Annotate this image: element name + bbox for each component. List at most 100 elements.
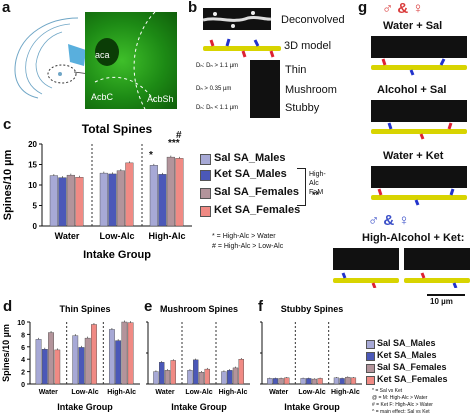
bar — [116, 170, 125, 227]
footnote-hash: # = High-Alc > Low-Alc — [212, 243, 284, 250]
chart-e-mushroom-spines: Mushroom Spines Water Low-Alc High-Alc Intak… — [142, 300, 252, 414]
legend-swatch-sal-females — [200, 188, 211, 199]
row-label-3d-model: 3D model — [284, 40, 332, 52]
x-axis-label: Intake Group — [171, 402, 227, 412]
legend-label-sal-males: Sal SA_Males — [214, 152, 286, 164]
region-label-aca: aca — [95, 50, 110, 60]
criterion-mushroom: Dₕ > 0.35 µm — [196, 86, 232, 92]
small-swatch-sal-males — [366, 340, 375, 349]
alcohol-sal-deconvolved — [371, 100, 467, 122]
legend-small: Sal SA_Males Ket SA_Males Sal SA_Females… — [366, 338, 474, 415]
small-label-sal-males: Sal SA_Males — [377, 338, 436, 348]
bar — [115, 340, 122, 385]
category-label: Water — [55, 231, 80, 241]
bar — [272, 378, 279, 385]
bar — [121, 321, 128, 385]
bar — [158, 174, 167, 227]
panel-label-e: e — [144, 298, 153, 315]
bar — [164, 370, 171, 385]
bar — [221, 371, 227, 385]
x-axis-label: Intake Group — [284, 402, 340, 412]
bar — [187, 370, 193, 385]
bar — [127, 322, 134, 385]
bar — [78, 347, 85, 385]
panel-label-c: c — [3, 116, 12, 133]
bar — [41, 349, 48, 385]
category-label: Water — [269, 389, 288, 396]
bar — [125, 162, 134, 227]
chart-title: Mushroom Spines — [160, 304, 238, 314]
stat-hash-c: # — [176, 130, 182, 141]
category-label: Low-Alc — [298, 389, 325, 396]
y-tick-label: 4 — [21, 357, 25, 364]
category-label: Low-Alc — [71, 389, 98, 396]
bar — [166, 156, 175, 227]
bar — [300, 378, 306, 385]
bar — [317, 378, 323, 385]
small-swatch-sal-females — [366, 364, 375, 373]
bar — [66, 174, 75, 227]
bar — [170, 360, 176, 385]
bar — [48, 332, 54, 385]
high-alc-ket-female-deconvolved — [404, 248, 470, 270]
category-label: High-Alc — [107, 389, 136, 396]
y-tick-label: 2 — [21, 370, 25, 377]
y-tick-label: 15 — [28, 161, 37, 170]
fluorescence-micrograph: aca AcbC AcbSh — [85, 12, 177, 109]
category-label: High-Alc — [331, 389, 360, 396]
bar — [35, 339, 42, 385]
bar — [175, 158, 184, 227]
panel-label-d: d — [3, 298, 13, 315]
small-note-4: ^ = main effect: Sal vs Ket — [372, 409, 430, 415]
row-label-thin: Thin — [285, 64, 307, 76]
stat-star-c: * — [149, 150, 153, 161]
water-ket-model — [371, 188, 467, 206]
bar — [232, 367, 239, 385]
alcohol-sal-model — [371, 122, 467, 140]
y-axis-label: Spines/10 µm — [1, 324, 11, 382]
bar — [350, 377, 357, 385]
condition-water-ket: Water + Ket — [383, 150, 444, 162]
bar — [153, 371, 159, 385]
legend-bracket — [297, 168, 306, 206]
small-note-2: @ = M: High-Alc > Water — [372, 395, 428, 401]
small-note-3: # = Ket F: High-Alc > Water — [372, 402, 433, 408]
small-label-ket-females: Ket SA_Females — [377, 374, 448, 384]
small-note-1: * = Sal vs Ket — [372, 388, 403, 394]
criterion-stubby: Dₕ: Dₙ < 1.1 µm — [196, 105, 239, 111]
bar — [311, 378, 318, 385]
y-tick-label: 6 — [21, 345, 25, 352]
category-label: Low-Alc — [100, 231, 135, 241]
bar — [54, 349, 61, 385]
panel-label-f: f — [258, 298, 263, 315]
row-label-stubby: Stubby — [285, 102, 320, 114]
bar — [49, 175, 58, 227]
sex-symbols-bottom: ♂ & ♀ — [368, 212, 410, 229]
criterion-thin: Dₕ: Dₙ > 1.1 µm — [196, 63, 239, 69]
bar — [149, 165, 158, 227]
bar — [159, 362, 165, 385]
legend-total-spines: Sal SA_Males Ket SA_Males Sal SA_Females… — [200, 152, 312, 226]
y-tick-label: 0 — [33, 222, 38, 231]
bar — [72, 335, 79, 385]
bar — [339, 378, 345, 385]
bar — [227, 370, 233, 385]
stat-triple-star-c: *** — [168, 138, 180, 149]
footnote-star: * = High-Alc > Water — [212, 233, 276, 240]
chart-title: Stubby Spines — [281, 304, 344, 314]
category-label: Water — [155, 389, 174, 396]
legend-swatch-sal-males — [200, 154, 211, 165]
small-swatch-ket-males — [366, 352, 375, 361]
bar — [333, 377, 340, 385]
y-tick-label: 8 — [21, 332, 25, 339]
condition-water-sal: Water + Sal — [383, 20, 443, 32]
bar — [108, 173, 117, 227]
legend-swatch-ket-females — [200, 206, 211, 217]
3d-model-dendrite — [203, 38, 281, 58]
deconvolved-dendrite-image — [203, 8, 271, 30]
panel-label-a: a — [2, 0, 11, 16]
bar — [238, 359, 244, 385]
chart-d-thin-spines: Thin Spines 0 2 4 6 8 10 Spines/10 µm Water Low-A… — [0, 300, 142, 414]
high-alc-ket-female-model — [404, 272, 470, 289]
water-ket-deconvolved — [371, 166, 467, 188]
